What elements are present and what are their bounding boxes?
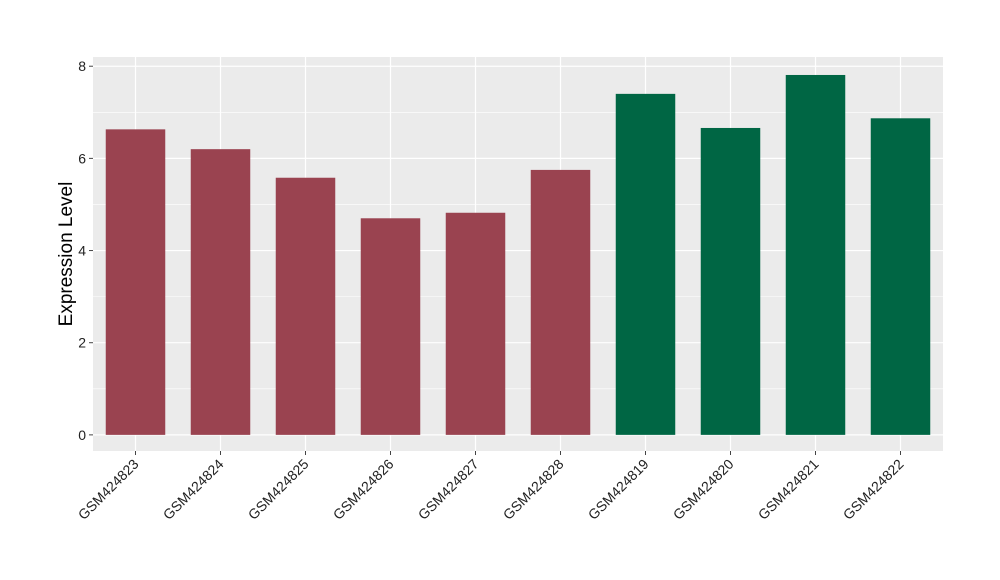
bar-GSM424827 [445,212,506,435]
bar-GSM424825 [275,177,336,435]
y-tick-label: 8 [78,58,86,74]
x-tick-label: GSM424825 [245,456,312,523]
bar-GSM424826 [360,218,421,435]
x-tick-label: GSM424823 [75,456,142,523]
x-tick-label: GSM424827 [415,456,482,523]
bar-GSM424828 [530,169,591,435]
x-axis: GSM424823 GSM424824 GSM424825 GSM424826 GSM4… [75,451,907,523]
bars [105,74,931,435]
bar-GSM424819 [615,93,676,435]
y-tick-label: 2 [78,335,86,351]
x-tick-label: GSM424824 [160,456,227,523]
bar-GSM424821 [785,74,846,435]
x-tick-label: GSM424826 [330,456,397,523]
bar-GSM424820 [700,127,761,435]
x-tick-label: GSM424820 [670,456,737,523]
y-tick-label: 4 [78,243,86,259]
y-axis: 0 2 4 6 8 [78,58,93,443]
y-tick-label: 6 [78,150,86,166]
x-tick-label: GSM424822 [840,456,907,523]
x-tick-label: GSM424828 [500,456,567,523]
y-axis-title: Expression Level [56,182,77,327]
y-tick-label: 0 [78,427,86,443]
x-tick-label: GSM424819 [585,456,652,523]
x-tick-label: GSM424821 [755,456,822,523]
bar-GSM424823 [105,129,166,435]
bar-GSM424824 [190,149,251,435]
bar-GSM424822 [870,118,931,435]
